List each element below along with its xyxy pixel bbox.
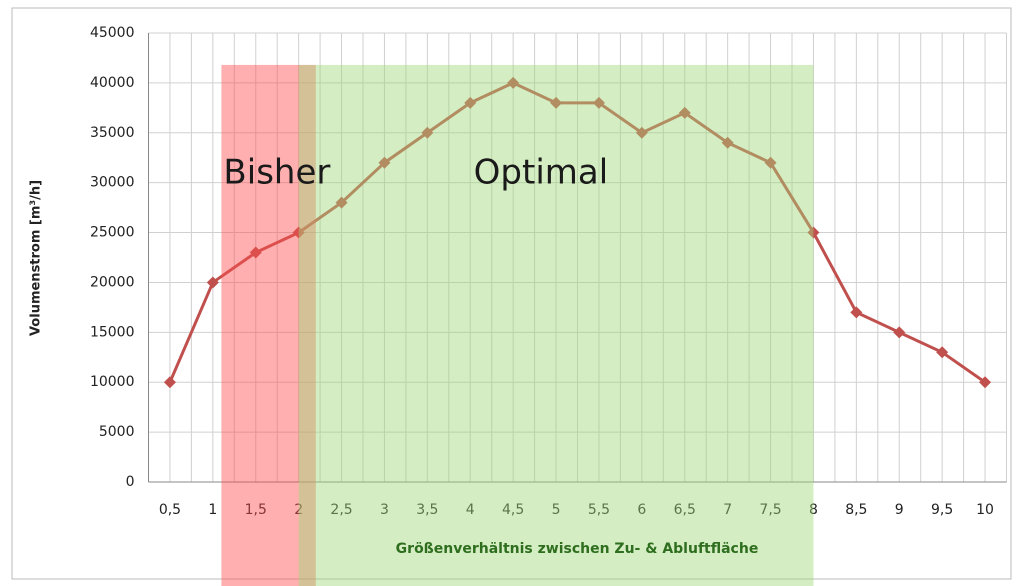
y-tick-label: 10000 [90, 374, 135, 390]
marker [764, 156, 777, 169]
x-tick-label: 8,5 [845, 502, 867, 518]
x-tick-label: 10 [976, 502, 994, 518]
x-tick-label: 2,5 [330, 502, 352, 518]
x-tick-label: 5,5 [588, 502, 610, 518]
regions: Bisher Optimal [221, 64, 814, 586]
marker [507, 76, 520, 89]
x-tick-label: 4 [466, 502, 475, 518]
marker [335, 196, 348, 209]
y-tick-label: 30000 [90, 175, 135, 191]
marker [979, 376, 992, 389]
y-tick-label: 25000 [90, 225, 135, 241]
x-tick-label: 1,5 [245, 502, 267, 518]
x-tick-label: 1 [208, 502, 217, 518]
marker [421, 126, 434, 139]
marker [292, 226, 305, 239]
marker [378, 156, 391, 169]
marker [721, 136, 734, 149]
y-tick-label: 0 [126, 474, 135, 490]
marker [464, 96, 477, 109]
x-tick-label: 3 [380, 502, 389, 518]
x-tick-label: 5 [552, 502, 561, 518]
x-tick-label: 7 [723, 502, 732, 518]
chart-frame [11, 7, 1012, 580]
x-tick-label: 4,5 [502, 502, 524, 518]
y-axis-title: Volumenstrom [m³/h] [29, 180, 44, 336]
marker [592, 96, 605, 109]
x-tick-label: 2 [294, 502, 303, 518]
x-tick-label: 8 [809, 502, 818, 518]
y-tick-label: 20000 [90, 274, 135, 290]
marker [807, 226, 820, 239]
x-tick-label: 6,5 [674, 502, 696, 518]
x-axis-title: Größenverhältnis zwischen Zu- & Abluftfl… [396, 541, 759, 557]
marker [850, 306, 863, 319]
plot [163, 76, 992, 389]
marker [163, 376, 176, 389]
y-tick-label: 40000 [90, 75, 135, 91]
marker [893, 326, 906, 339]
x-tick-label: 6 [637, 502, 646, 518]
marker [678, 106, 691, 119]
x-tick-label: 3,5 [416, 502, 438, 518]
x-tick-label: 9,5 [931, 502, 953, 518]
region [298, 64, 814, 586]
x-tick-label: 9 [895, 502, 904, 518]
y-tick-label: 15000 [90, 324, 135, 340]
region [221, 64, 316, 586]
marker [206, 276, 219, 289]
x-tick-label: 7,5 [759, 502, 781, 518]
region-label: Optimal [474, 153, 609, 193]
grid: 0 5000 10000 15000 20000 25000 30000 35000 40000… [90, 25, 1007, 518]
y-tick-label: 45000 [90, 25, 135, 41]
region-label: Bisher [223, 153, 330, 193]
marker [249, 246, 262, 259]
x-tick-label: 0,5 [159, 502, 181, 518]
y-tick-label: 5000 [99, 424, 135, 440]
marker [635, 126, 648, 139]
y-tick-label: 35000 [90, 125, 135, 141]
marker [936, 346, 949, 359]
series-line [168, 81, 986, 384]
marker [550, 96, 563, 109]
